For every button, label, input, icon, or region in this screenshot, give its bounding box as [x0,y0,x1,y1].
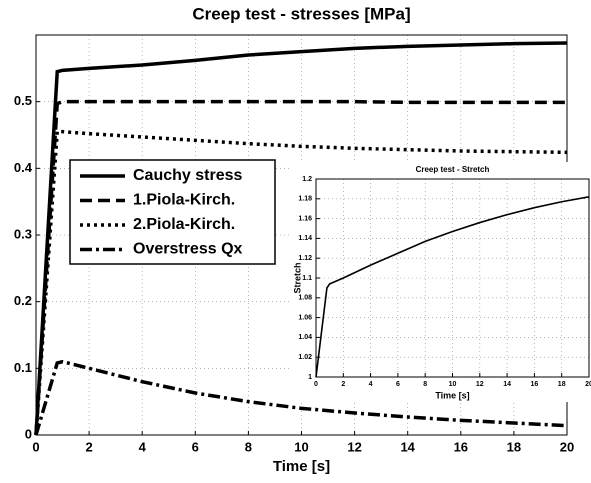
legend-label: 2.Piola-Kirch. [133,216,235,233]
y-tick-label: 0.1 [14,360,32,375]
x-tick-label: 14 [400,439,415,454]
x-axis-label: Time [s] [273,458,330,475]
chart-title: Creep test - stresses [MPa] [192,4,410,23]
y-tick-label: 1.02 [298,354,312,361]
y-tick-label: 1.16 [298,215,312,222]
series-line [34,129,568,436]
x-tick-label: 12 [347,439,361,454]
inset-background [291,162,591,402]
y-tick-label: 1.04 [298,334,312,341]
plot-frame [315,178,590,378]
series-line [34,41,568,436]
y-tick-label: 0 [25,426,32,441]
y-tick-label: 1.14 [298,235,312,242]
x-tick-label: 18 [558,381,566,388]
x-tick-label: 6 [396,381,400,388]
x-tick-label: 14 [503,381,511,388]
legend-label: Overstress Qx [133,241,243,258]
y-axis-label: Stretch [292,262,302,293]
series-line [34,359,568,436]
y-tick-label: 0.3 [14,226,32,241]
y-tick-label: 0.2 [14,293,32,308]
x-tick-label: 0 [314,381,318,388]
y-tick-label: 1.18 [298,196,312,203]
y-tick-label: 1.08 [298,295,312,302]
x-tick-label: 20 [560,439,574,454]
y-tick-label: 1.12 [298,255,312,262]
x-tick-label: 4 [369,381,373,388]
x-tick-label: 18 [507,439,521,454]
y-tick-label: 1.06 [298,314,312,321]
x-tick-label: 2 [341,381,345,388]
y-tick-label: 1.1 [302,275,312,282]
x-tick-label: 16 [531,381,539,388]
series-line [34,99,567,436]
y-tick-label: 0.4 [14,160,33,175]
y-tick-label: 0.5 [14,93,32,108]
legend-label: Cauchy stress [133,167,242,184]
x-tick-label: 16 [454,439,468,454]
x-tick-label: 0 [32,439,39,454]
x-tick-label: 4 [139,439,147,454]
x-tick-label: 2 [85,439,92,454]
x-tick-label: 6 [192,439,199,454]
x-tick-label: 8 [245,439,252,454]
x-tick-label: 8 [423,381,427,388]
x-tick-label: 10 [294,439,308,454]
x-tick-label: 12 [476,381,484,388]
x-axis-label: Time [s] [435,390,469,400]
chart-title: Creep test - Stretch [416,165,490,174]
series-line [315,196,590,378]
y-tick-label: 1.2 [302,176,312,183]
y-tick-label: 1 [308,374,312,381]
x-tick-label: 10 [449,381,457,388]
x-tick-label: 20 [585,381,591,388]
legend-label: 1.Piola-Kirch. [133,192,235,209]
